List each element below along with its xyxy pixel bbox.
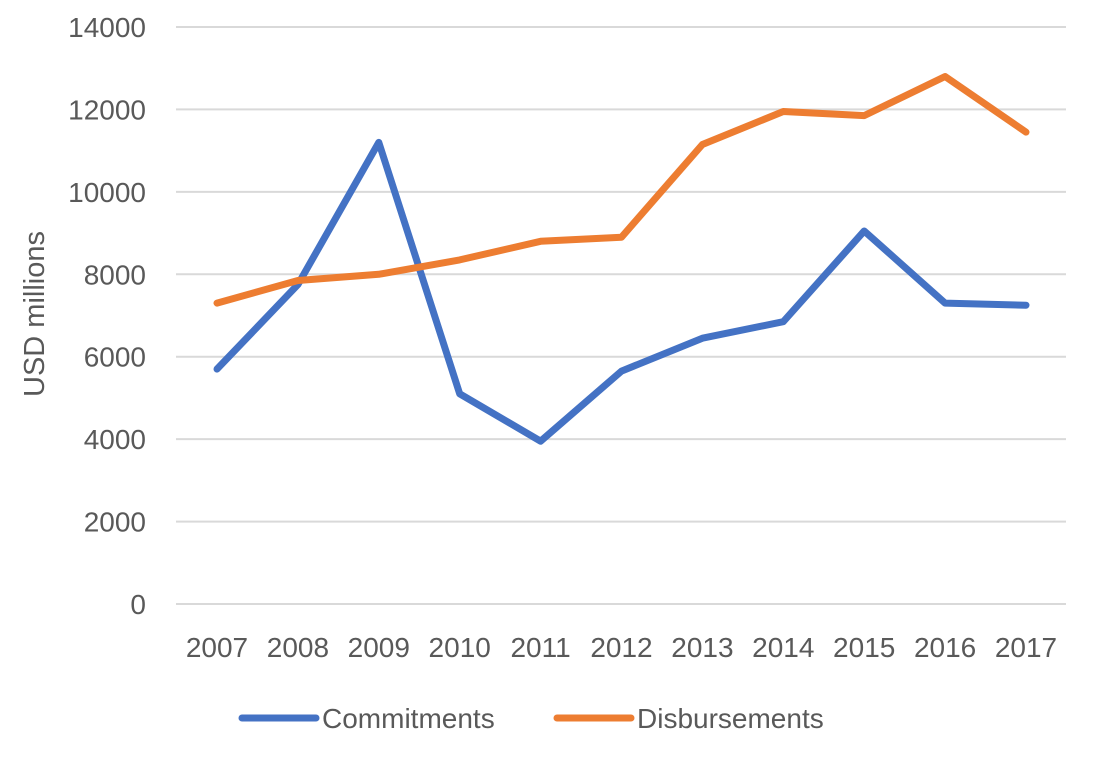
x-tick-label: 2010: [429, 632, 491, 663]
x-axis-tick-labels: 2007 2008 2009 2010 2011 2012 2013 2014 2015 2016…: [186, 632, 1057, 663]
series-lines: [213, 73, 1030, 445]
y-tick-label: 8000: [84, 259, 146, 290]
x-tick-label: 2013: [671, 632, 733, 663]
legend-label-disbursements: Disbursements: [637, 703, 824, 734]
x-tick-label: 2017: [995, 632, 1057, 663]
x-tick-label: 2015: [833, 632, 895, 663]
y-tick-label: 4000: [84, 424, 146, 455]
x-tick-label: 2016: [914, 632, 976, 663]
x-tick-label: 2007: [186, 632, 248, 663]
y-axis-title: USD millions: [19, 231, 51, 397]
x-tick-label: 2011: [510, 632, 570, 663]
y-tick-label: 6000: [84, 342, 146, 373]
x-tick-label: 2014: [752, 632, 814, 663]
x-tick-label: 2008: [267, 632, 329, 663]
y-tick-label: 2000: [84, 507, 146, 538]
series-line-disbursements: [213, 73, 1030, 307]
legend: Commitments Disbursements: [238, 703, 824, 734]
series-line-commitments: [213, 138, 1030, 445]
y-tick-label: 14000: [68, 12, 146, 43]
y-tick-label: 10000: [68, 177, 146, 208]
y-axis-tick-labels: 0 2000 4000 6000 8000 10000 12000 14000: [68, 12, 146, 620]
gridlines: [176, 26, 1066, 605]
x-tick-label: 2012: [590, 632, 652, 663]
y-tick-label: 0: [130, 589, 146, 620]
x-tick-label: 2009: [348, 632, 410, 663]
legend-label-commitments: Commitments: [322, 703, 495, 734]
y-tick-label: 12000: [68, 94, 146, 125]
